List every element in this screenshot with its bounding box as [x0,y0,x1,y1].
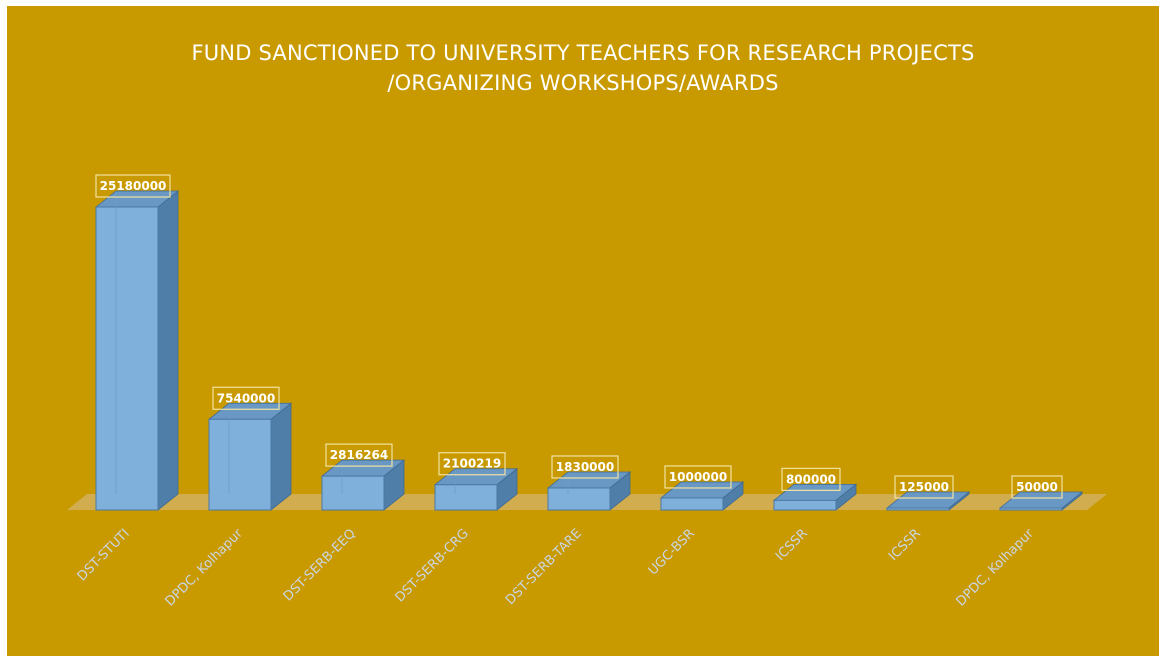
bar-front [547,487,611,511]
chart-title-line-1: FUND SANCTIONED TO UNIVERSITY TEACHERS F… [191,41,975,65]
data-label-box-2 [212,386,280,410]
chart-panel: FUND SANCTIONED TO UNIVERSITY TEACHERS F… [7,6,1159,656]
bar-7 [772,483,858,511]
category-label-6: UGC-BSR [646,526,698,578]
bar-front [321,475,385,511]
chart-title-line-2: /ORGANIZING WORKSHOPS/AWARDS [387,71,779,95]
data-label-2: 7540000 [217,391,275,405]
data-label-1: 25180000 [100,179,167,193]
data-label-5: 1830000 [556,460,614,474]
category-label-4: DST-SERB-CRG [393,526,472,605]
bar-5 [546,471,632,511]
bar-front [434,484,498,511]
bar-2 [207,402,293,511]
data-label-box-3 [325,443,393,467]
bar-6 [659,481,745,511]
bar-side [157,190,179,511]
data-label-box-4 [438,452,506,476]
data-label-box-8 [894,475,954,499]
bar-1 [94,190,180,511]
data-label-9: 50000 [1016,480,1058,494]
data-label-4: 2100219 [443,457,501,471]
category-label-1: DST-STUTI [75,526,133,584]
bar-front [95,206,159,511]
bar-front [773,499,837,511]
category-label-3: DST-SERB-EEQ [281,526,359,604]
category-label-7: ICSSR [773,526,811,564]
bar-4 [433,467,519,511]
data-label-7: 800000 [786,472,836,486]
bar-3 [320,459,406,511]
bar-front [999,507,1063,511]
bar-front [886,507,950,511]
category-label-8: ICSSR [886,526,924,564]
bar-8 [885,491,971,511]
data-label-box-5 [551,455,619,479]
category-label-9: DPDC, Kolhapur [954,526,1038,610]
bar-side [270,402,292,511]
category-label-5: DST-SERB-TARE [503,526,585,608]
data-label-6: 1000000 [669,470,727,484]
data-label-box-7 [781,467,841,491]
data-label-box-6 [664,465,732,489]
category-label-2: DPDC, Kolhapur [163,526,247,610]
bar-chart: 25180000 DST-STUTI 7540000 DPDC, Kolhapur 28… [67,174,1107,610]
data-label-box-9 [1011,475,1063,499]
bar-front [660,497,724,511]
data-label-box-1 [95,174,171,198]
chart-title: FUND SANCTIONED TO UNIVERSITY TEACHERS F… [7,38,1159,98]
data-label-8: 125000 [899,480,949,494]
data-label-3: 2816264 [330,448,388,462]
bar-front [208,418,272,511]
